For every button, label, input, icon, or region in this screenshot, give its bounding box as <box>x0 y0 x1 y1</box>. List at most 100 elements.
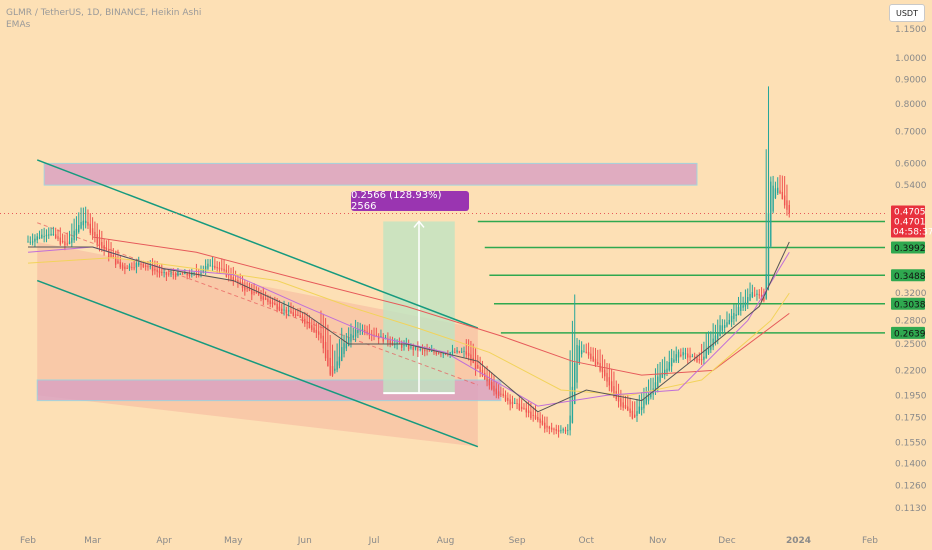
candle <box>723 325 726 328</box>
candle <box>264 298 267 300</box>
candle <box>548 426 551 429</box>
candle <box>590 353 592 360</box>
candle <box>251 289 253 295</box>
candle <box>580 350 583 355</box>
y-tick-label: 0.3200 <box>895 289 927 299</box>
y-tick-label: 0.7000 <box>895 128 927 138</box>
candle <box>767 213 770 287</box>
candle <box>518 403 521 411</box>
candle <box>735 314 737 316</box>
candle <box>119 261 121 268</box>
candle <box>274 303 276 305</box>
candle <box>257 292 260 295</box>
candle <box>311 325 313 330</box>
candle <box>493 385 495 392</box>
candle <box>308 322 311 328</box>
y-tick-label: 0.2800 <box>895 317 927 327</box>
ema-slow-line <box>27 257 790 396</box>
candle <box>281 308 283 312</box>
candle <box>737 306 740 316</box>
candle <box>541 420 544 425</box>
candle <box>354 329 357 337</box>
candle <box>96 234 98 244</box>
candle <box>121 264 124 269</box>
candle <box>301 316 304 322</box>
candle <box>91 228 94 236</box>
candle <box>133 267 135 269</box>
candle <box>170 273 172 275</box>
candle <box>740 304 742 311</box>
price-level-label: 0.3992 <box>894 244 926 254</box>
candle <box>211 265 214 267</box>
candle <box>147 266 149 268</box>
candle <box>338 356 341 366</box>
candle <box>172 273 175 275</box>
candle <box>569 415 571 431</box>
candle <box>700 359 703 361</box>
candle <box>181 273 184 275</box>
candle <box>292 312 294 317</box>
candle <box>726 322 728 327</box>
candle <box>557 429 560 432</box>
candle <box>484 372 486 380</box>
candle <box>253 291 255 293</box>
candle <box>479 366 481 373</box>
candle <box>341 347 343 362</box>
y-tick-label: 1.0000 <box>895 54 927 64</box>
candle <box>728 319 730 325</box>
candle <box>110 253 112 257</box>
candle <box>297 314 299 316</box>
candle <box>677 351 680 358</box>
candle <box>670 357 673 367</box>
candle <box>511 401 514 405</box>
candle <box>52 234 55 236</box>
currency-button[interactable]: USDT <box>889 4 925 22</box>
candle <box>693 356 696 358</box>
candle <box>786 200 788 210</box>
candle <box>682 352 684 356</box>
candle <box>763 296 765 301</box>
candle <box>497 391 500 396</box>
candle <box>267 298 269 302</box>
candle <box>546 425 548 428</box>
candle <box>421 349 424 351</box>
candle <box>135 263 138 268</box>
y-tick-label: 0.1550 <box>895 439 927 449</box>
candle <box>382 336 384 342</box>
candle <box>417 347 419 351</box>
candle <box>500 393 502 395</box>
candle <box>271 302 274 304</box>
candle <box>75 228 78 236</box>
candle <box>34 238 36 242</box>
candle <box>751 292 754 298</box>
candle <box>154 268 156 271</box>
candle <box>237 279 239 284</box>
candle <box>31 241 34 243</box>
candle <box>234 279 237 281</box>
candle <box>502 393 504 397</box>
candle <box>426 350 428 352</box>
candle <box>131 267 133 269</box>
candle <box>401 343 403 348</box>
y-tick-label: 0.1750 <box>895 414 927 424</box>
candle <box>698 359 700 361</box>
candle <box>509 399 511 405</box>
candle <box>574 363 576 405</box>
candle <box>597 361 599 365</box>
candle <box>631 410 634 419</box>
candle <box>520 406 523 409</box>
candle <box>583 351 585 353</box>
price-level-tag <box>891 297 925 310</box>
candle <box>703 356 705 360</box>
candle <box>103 245 105 251</box>
candle <box>387 338 389 343</box>
candle <box>712 338 714 348</box>
candle <box>495 388 497 395</box>
price-level-tag <box>891 269 925 282</box>
candle <box>758 294 760 296</box>
candle <box>94 231 96 237</box>
chart-title: GLMR / TetherUS, 1D, BINANCE, Heikin Ash… <box>6 8 202 18</box>
candle <box>232 276 235 282</box>
candle <box>244 285 246 291</box>
